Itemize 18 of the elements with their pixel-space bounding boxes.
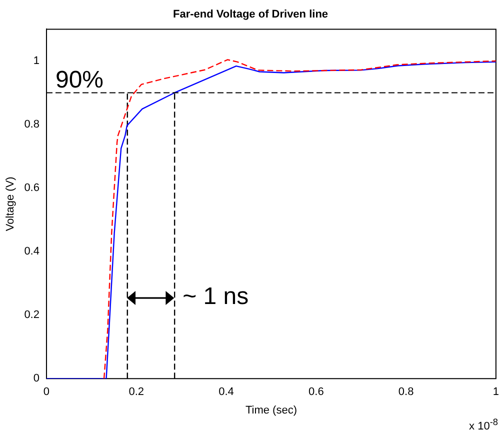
y-tick-label: 0.8 bbox=[24, 118, 40, 131]
x-tick-label: 0.2 bbox=[128, 386, 144, 398]
y-tick-label: 0 bbox=[33, 372, 40, 385]
annotation: 90% bbox=[55, 66, 104, 94]
y-tick-label: 1 bbox=[33, 54, 40, 67]
x-tick-label: 0.8 bbox=[398, 386, 414, 398]
chart-title: Far-end Voltage of Driven line bbox=[172, 8, 328, 21]
x-tick-label: 0 bbox=[43, 386, 50, 398]
y-tick-label: 0.2 bbox=[24, 309, 40, 322]
annotation: ~ 1 ns bbox=[182, 283, 249, 312]
y-tick-label: 0.4 bbox=[24, 246, 40, 258]
y-axis-title: Voltage (V) bbox=[4, 176, 17, 232]
x-tick-label: 1 bbox=[492, 386, 500, 398]
x-axis-title: Time (sec) bbox=[245, 404, 297, 416]
x-tick-label: 0.4 bbox=[218, 386, 234, 398]
x-tick-label: 0.6 bbox=[308, 386, 324, 398]
y-tick-label: 0.6 bbox=[24, 182, 40, 194]
text: x 10$^{-8}$ bbox=[469, 417, 498, 433]
